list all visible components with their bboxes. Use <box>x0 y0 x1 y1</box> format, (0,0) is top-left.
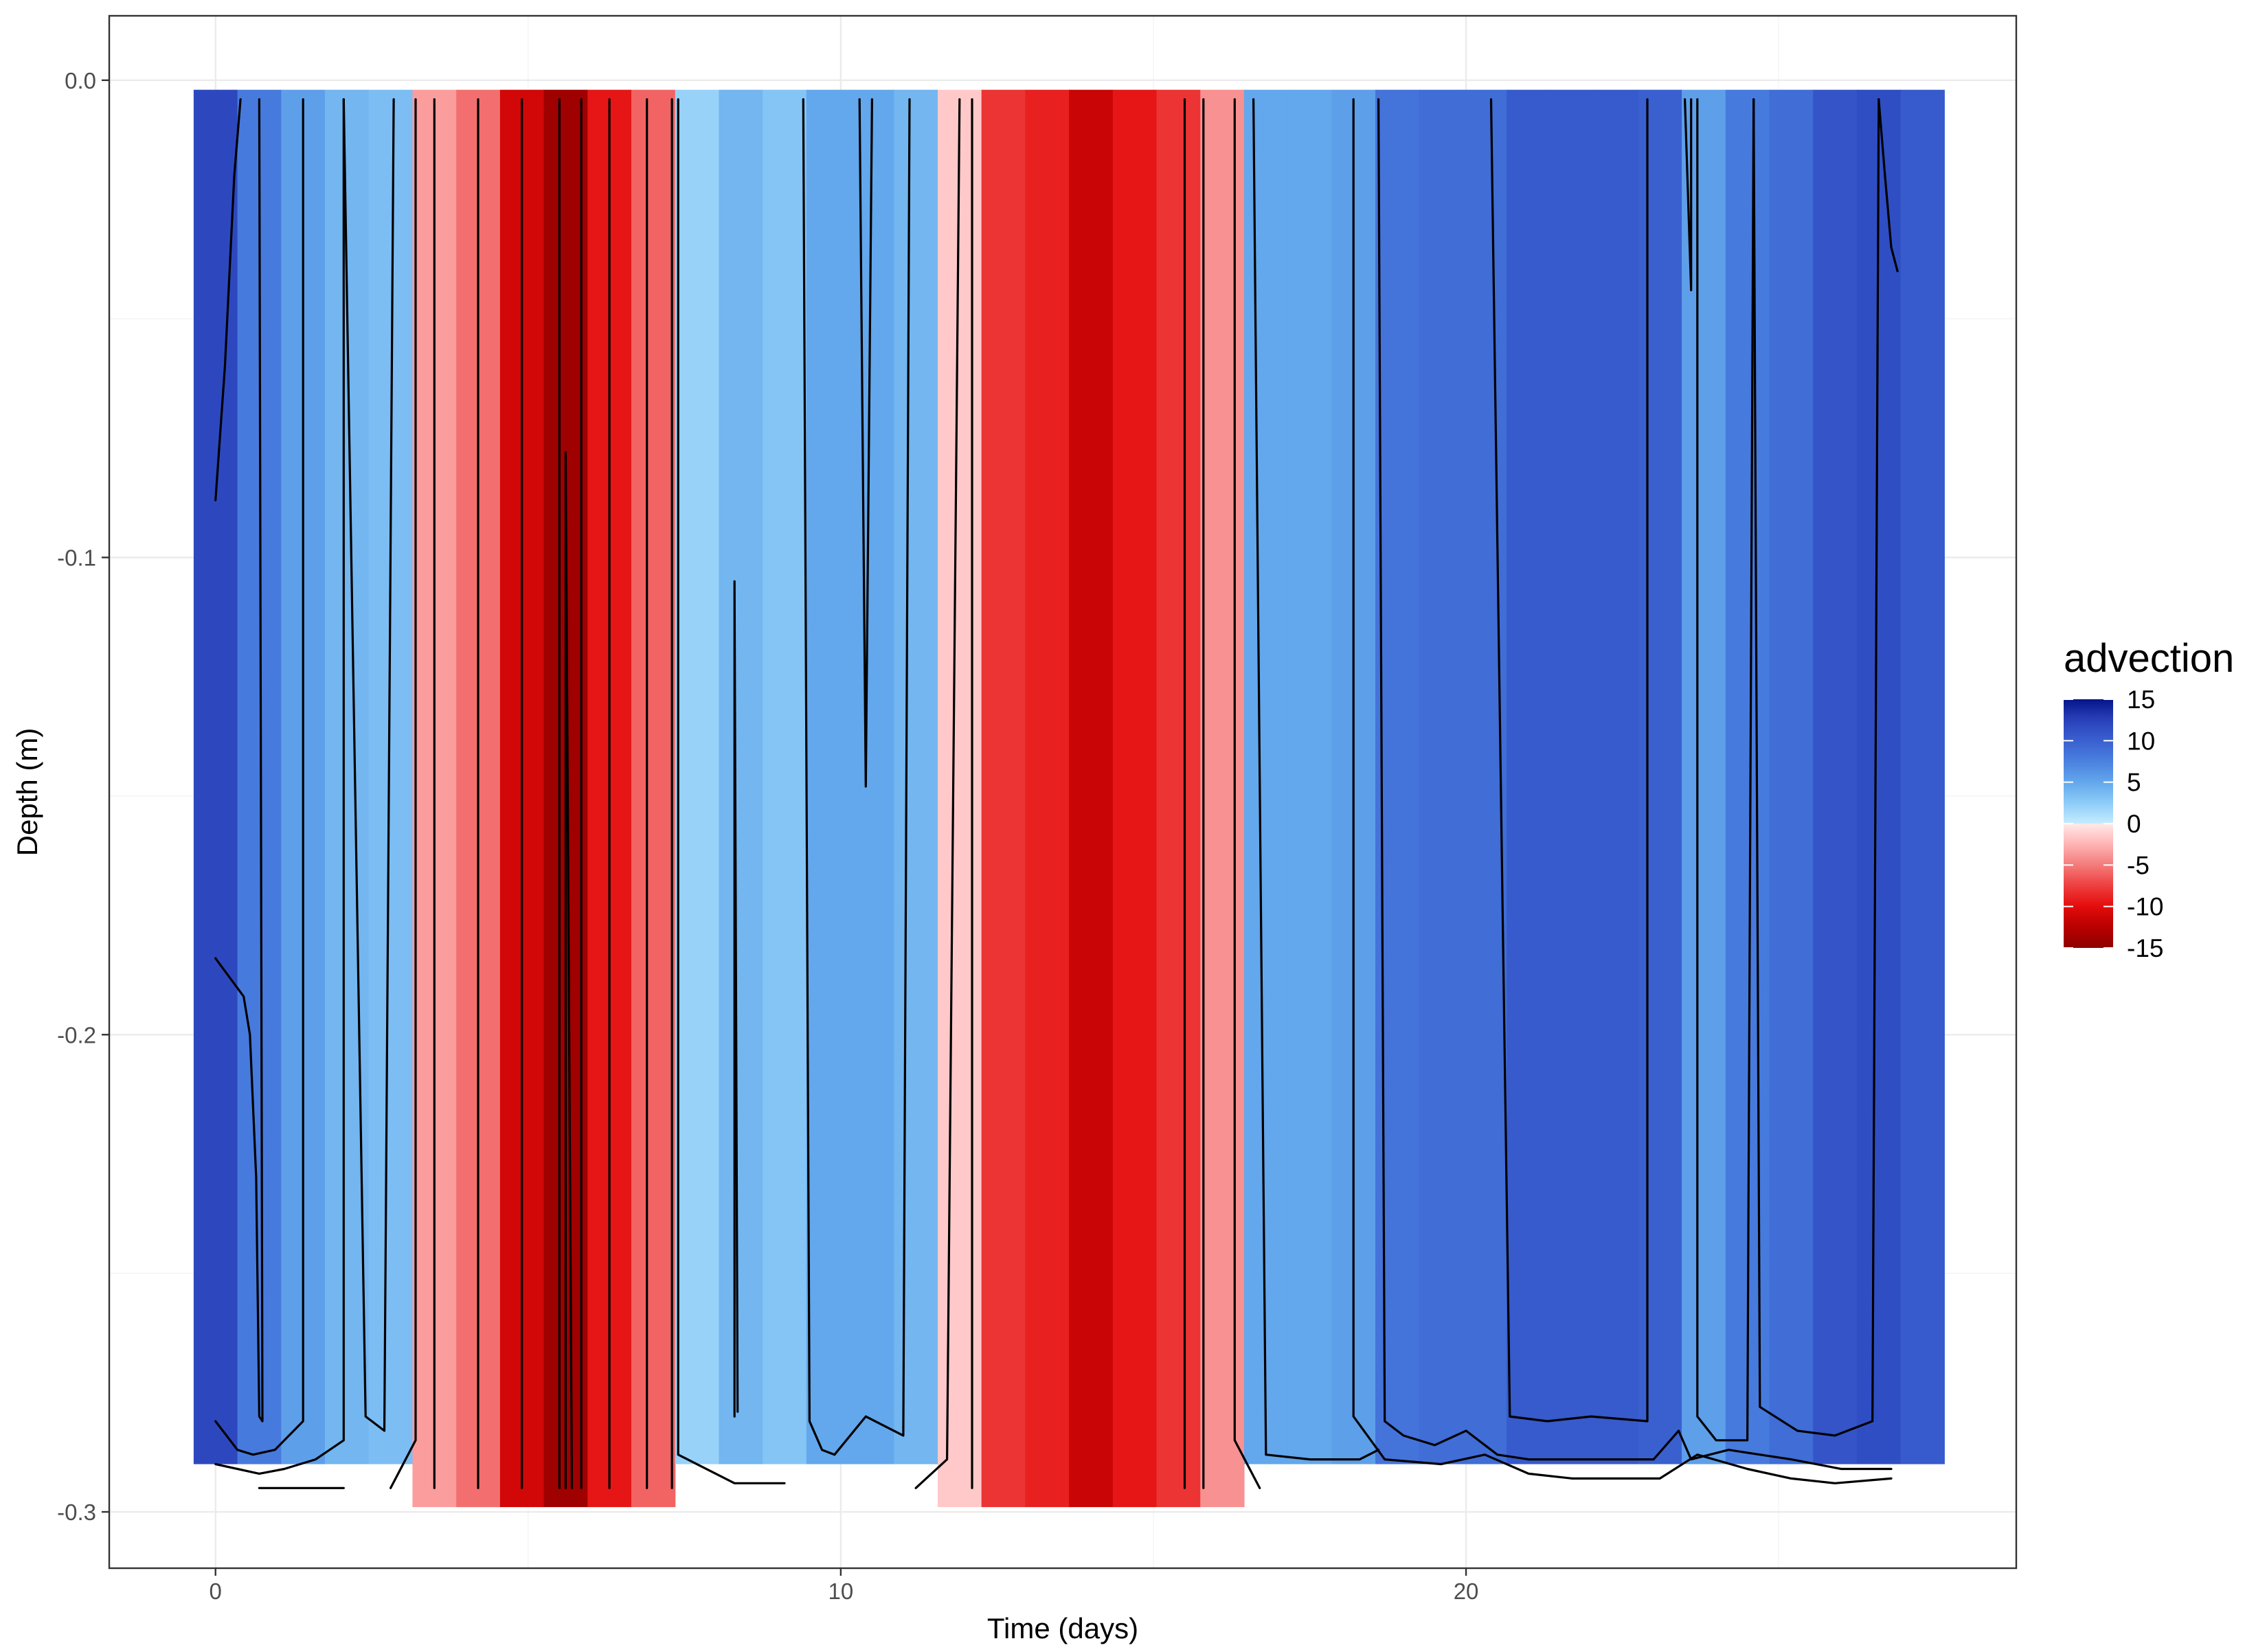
heatmap-tile <box>981 89 1026 1508</box>
contour-line <box>214 98 264 1423</box>
contour-line <box>802 98 911 1456</box>
heatmap-tile <box>1419 89 1464 1464</box>
heatmap-tile <box>368 89 414 1464</box>
contour-line <box>214 98 345 1475</box>
contour-line <box>342 98 395 1432</box>
x-tick-label: 0 <box>210 1579 222 1604</box>
x-axis-title: Time (days) <box>987 1612 1138 1644</box>
heatmap-tile <box>1069 89 1114 1508</box>
legend-label: -5 <box>2127 851 2150 879</box>
contour-line <box>1696 98 1755 1442</box>
heatmap-tile <box>1550 89 1595 1464</box>
contour-line <box>564 451 574 1489</box>
y-axis: 0.0 -0.1 -0.2 -0.3 <box>57 68 109 1525</box>
heatmap-tile <box>850 89 894 1464</box>
contour-line <box>214 98 242 501</box>
contour-line <box>1877 98 1899 273</box>
heatmap-tile <box>1243 89 1289 1464</box>
heatmap-tile <box>1813 89 1858 1464</box>
heatmap-tile <box>1594 89 1638 1464</box>
contour-lines <box>214 98 1899 1489</box>
heatmap-tile <box>1507 89 1551 1464</box>
legend-label: 5 <box>2127 769 2141 797</box>
legend-label: 10 <box>2127 727 2155 755</box>
legend-label: -10 <box>2127 893 2163 921</box>
contour-line <box>1252 98 1380 1461</box>
legend-label: -15 <box>2127 934 2163 962</box>
contour-line <box>1233 98 1261 1489</box>
x-tick-label: 20 <box>1454 1579 1479 1604</box>
heatmap-tile <box>631 89 676 1508</box>
y-tick-label: -0.3 <box>57 1500 96 1525</box>
contour-line <box>214 98 304 1456</box>
heatmap-tile <box>1112 89 1158 1508</box>
legend-label: 15 <box>2127 686 2155 714</box>
legend-label: 0 <box>2127 810 2141 838</box>
contour-line <box>1752 98 1880 1437</box>
contour-line <box>1489 98 1649 1423</box>
colorbar-ticks: 15 10 5 0 -5 -10 -15 <box>2064 686 2163 962</box>
heatmap-tile <box>763 89 807 1464</box>
y-tick-label: 0.0 <box>65 68 96 93</box>
heatmap-tile <box>719 89 763 1464</box>
heatmap-tile <box>1856 89 1902 1464</box>
x-axis: 0 10 20 <box>210 1568 1479 1604</box>
contour-line <box>914 98 961 1489</box>
heatmap-tile <box>894 89 938 1464</box>
y-tick-label: -0.2 <box>57 1022 96 1048</box>
legend-title: advection <box>2064 636 2234 681</box>
contour-line <box>1352 98 1893 1484</box>
contour-line <box>733 580 739 1418</box>
heatmap-tile <box>1769 89 1814 1464</box>
heatmap-tile <box>806 89 851 1464</box>
heatmap-tile <box>1287 89 1332 1464</box>
legend: advection 15 10 5 0 -5 -10 -15 <box>2064 636 2234 962</box>
heatmap-tile <box>1200 89 1245 1508</box>
heatmap-tile <box>1156 89 1201 1508</box>
y-tick-label: -0.1 <box>57 545 96 571</box>
contour-line <box>858 98 874 788</box>
contour-line <box>1684 98 1693 292</box>
contour-line <box>389 98 417 1489</box>
heatmap-tile <box>193 89 238 1464</box>
heatmap-tile <box>1682 89 1726 1464</box>
heatmap-tile <box>937 89 982 1508</box>
heatmap-tile <box>675 89 720 1464</box>
heatmap-tile <box>1025 89 1070 1508</box>
heatmap-tile <box>1638 89 1682 1464</box>
heatmap-tiles <box>193 89 1945 1508</box>
contour-line <box>1377 98 1893 1471</box>
heatmap-tile <box>1900 89 1945 1464</box>
y-axis-title: Depth (m) <box>11 728 43 857</box>
x-tick-label: 10 <box>828 1579 854 1604</box>
plot-border <box>108 14 2018 1570</box>
contour-line <box>677 98 786 1484</box>
